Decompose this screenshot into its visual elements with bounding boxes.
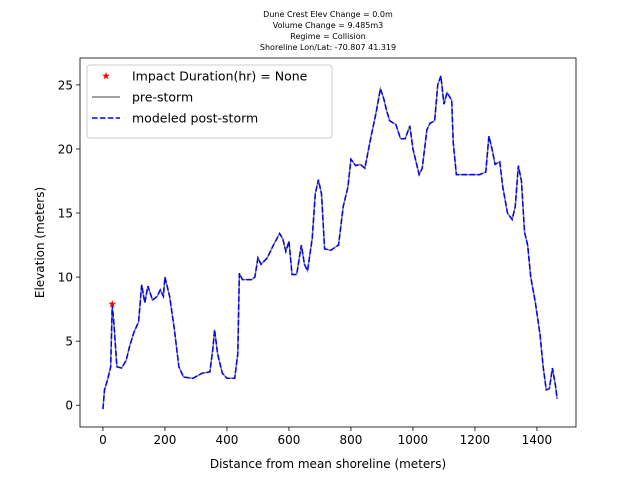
x-tick-label: 1200	[460, 433, 491, 447]
x-tick-label: 1400	[522, 433, 553, 447]
x-tick-label: 400	[215, 433, 238, 447]
y-tick-label: 20	[58, 142, 73, 156]
y-tick-label: 25	[58, 78, 73, 92]
legend-marker	[102, 72, 110, 80]
x-tick-label: 0	[99, 433, 107, 447]
chart-title: Volume Change = 9.485m3	[273, 21, 384, 30]
y-tick-label: 5	[65, 335, 73, 349]
x-axis-label: Distance from mean shoreline (meters)	[210, 457, 446, 471]
axes-frame	[79, 57, 577, 428]
y-tick-label: 15	[58, 207, 73, 221]
y-tick-label: 10	[58, 271, 73, 285]
point-marker	[108, 300, 117, 308]
chart-title: Shoreline Lon/Lat: -70.807 41.319	[260, 43, 396, 52]
chart-title: Regime = Collision	[290, 32, 365, 41]
legend-label: modeled post-storm	[132, 111, 258, 126]
x-tick-label: 200	[153, 433, 176, 447]
x-tick-label: 1000	[398, 433, 429, 447]
legend-label: pre-storm	[132, 90, 193, 105]
y-tick-label: 0	[65, 399, 73, 413]
legend-box	[86, 64, 333, 139]
y-axis-label: Elevation (meters)	[33, 187, 47, 298]
chart-title: Dune Crest Elev Change = 0.0m	[263, 10, 393, 19]
x-tick-label: 600	[277, 433, 300, 447]
line-series	[102, 75, 558, 410]
legend-label: Impact Duration(hr) = None	[132, 69, 308, 84]
x-tick-label: 800	[339, 433, 362, 447]
